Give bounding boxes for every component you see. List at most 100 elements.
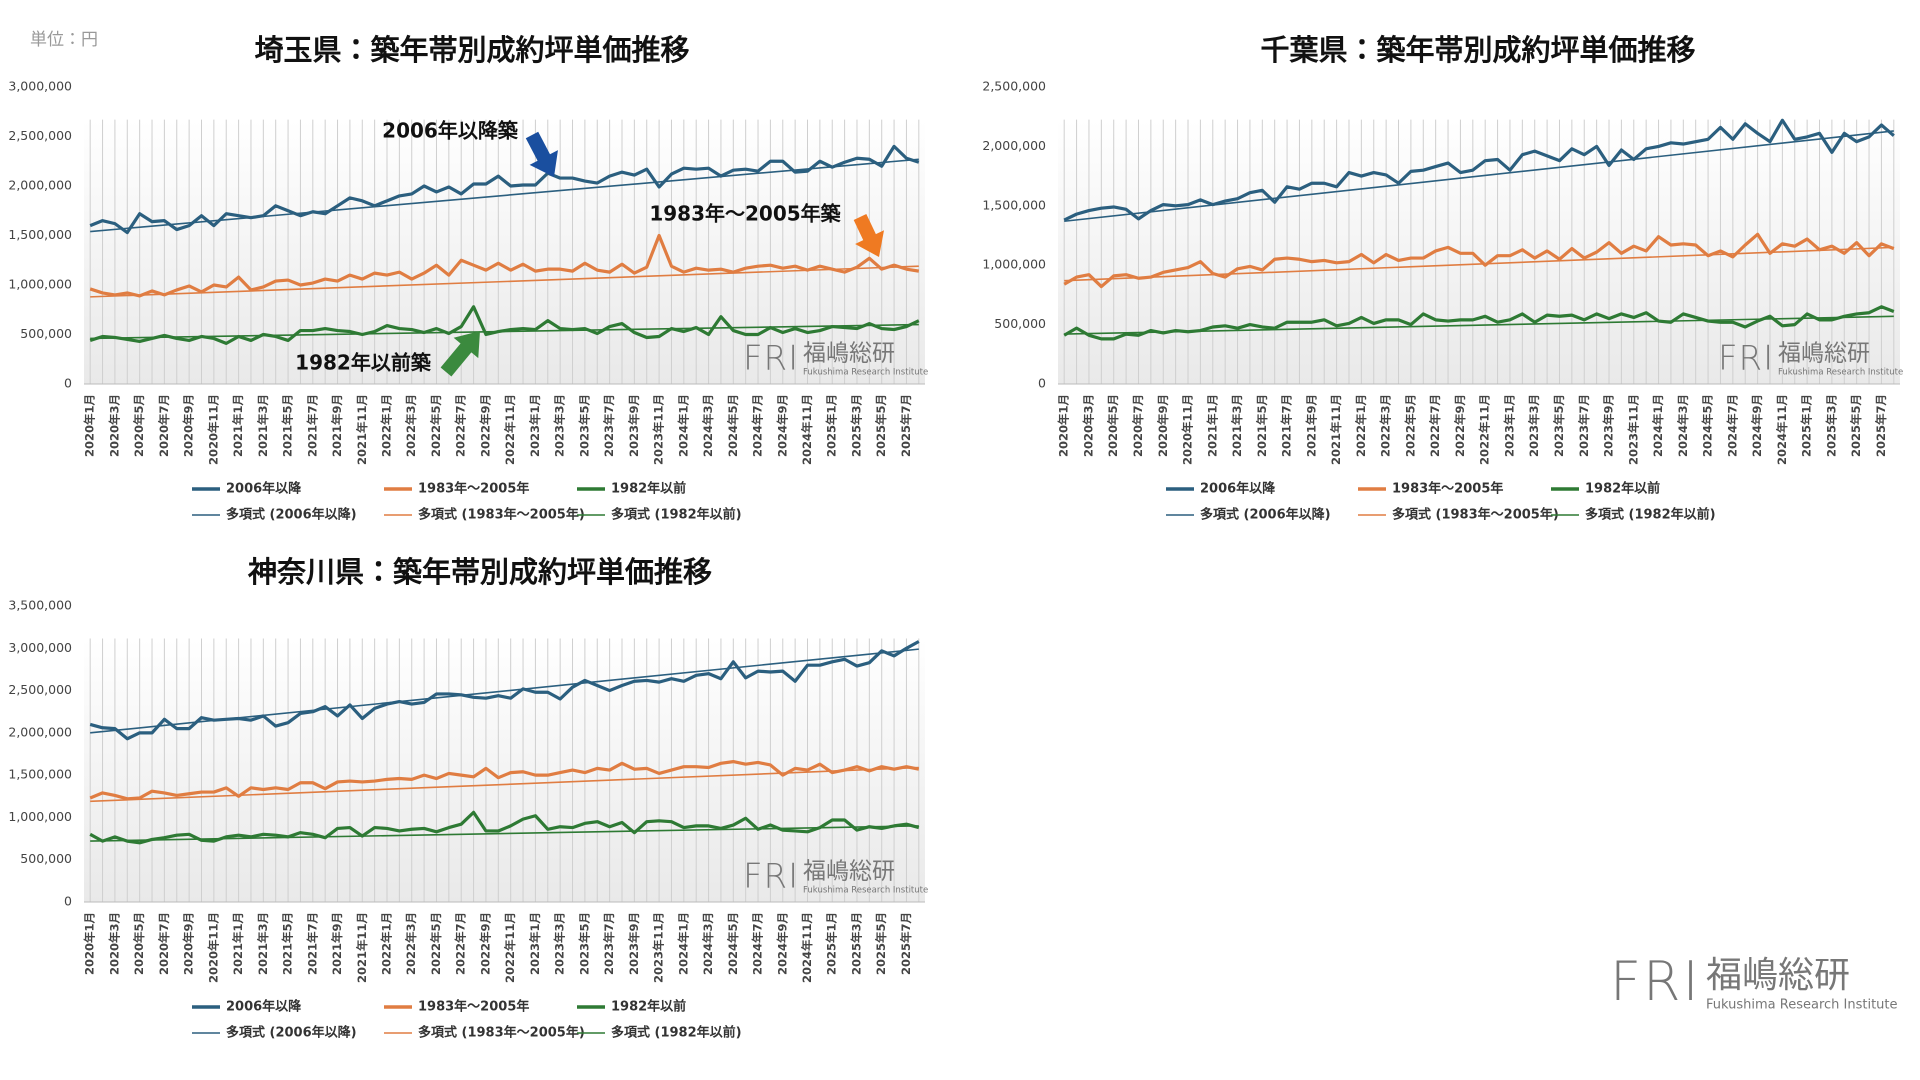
chart: 神奈川県：築年帯別成約坪単価推移 0 500,000 1,000,000 1,500,0…: [8, 555, 928, 1041]
y-tick-label: 2,000,000: [982, 138, 1046, 153]
watermark-sub: Fukushima Research Institute: [1778, 368, 1903, 378]
x-tick-label: 2021年11月: [1329, 394, 1343, 465]
y-tick-label: 2,500,000: [982, 79, 1046, 94]
y-tick-label: 1,000,000: [982, 257, 1046, 272]
y-tick-label: 3,500,000: [8, 598, 72, 613]
x-tick-label: 2025年3月: [849, 912, 863, 975]
x-tick-label: 2025年3月: [1824, 394, 1838, 457]
annotation: 1983年～2005年築: [649, 202, 841, 226]
x-tick-label: 2021年3月: [256, 394, 270, 457]
legend-label: 多項式 (1983年～2005年): [418, 507, 585, 523]
x-tick-label: 2023年1月: [528, 912, 542, 975]
y-tick-label: 500,000: [20, 851, 72, 866]
y-tick-label: 3,000,000: [8, 79, 72, 94]
x-tick-label: 2021年9月: [1304, 394, 1318, 457]
x-tick-label: 2022年3月: [404, 394, 418, 457]
x-tick-label: 2025年3月: [849, 394, 863, 457]
watermark-name: 福嶋総研: [803, 341, 895, 367]
x-tick-label: 2022年5月: [1403, 394, 1417, 457]
watermark-mark: FRI: [743, 339, 799, 379]
x-tick-label: 2022年3月: [404, 912, 418, 975]
x-tick-label: 2023年3月: [553, 394, 567, 457]
x-tick-label: 2021年9月: [330, 912, 344, 975]
x-tick-label: 2023年9月: [627, 394, 641, 457]
x-tick-label: 2022年3月: [1379, 394, 1393, 457]
legend-label: 多項式 (1983年～2005年): [1392, 507, 1559, 523]
legend-label: 2006年以降: [1200, 481, 1276, 497]
x-tick-label: 2020年7月: [157, 912, 171, 975]
chart: 埼玉県：築年帯別成約坪単価推移 0 500,000 1,000,000 1,500,00…: [8, 33, 928, 523]
legend-label: 1982年以前: [1585, 481, 1660, 497]
x-tick-label: 2023年11月: [1626, 394, 1640, 465]
x-tick-label: 2021年11月: [355, 912, 369, 983]
x-tick-label: 2022年1月: [380, 394, 394, 457]
x-tick-label: 2023年7月: [602, 912, 616, 975]
x-tick-label: 2020年1月: [83, 394, 97, 457]
x-tick-label: 2024年5月: [1701, 394, 1715, 457]
x-tick-label: 2023年11月: [652, 912, 666, 983]
x-tick-label: 2024年5月: [726, 912, 740, 975]
x-tick-label: 2020年3月: [1081, 394, 1095, 457]
corner-logo: FRI 福嶋総研 Fukushima Research Institute: [1610, 950, 1898, 1013]
x-tick-label: 2020年11月: [1181, 394, 1195, 465]
legend-label: 1982年以前: [611, 481, 686, 497]
x-tick-label: 2025年1月: [1800, 394, 1814, 457]
x-tick-label: 2020年9月: [182, 912, 196, 975]
y-tick-label: 1,000,000: [8, 809, 72, 824]
series-line: [1063, 118, 1895, 222]
x-tick-label: 2025年5月: [1849, 394, 1863, 457]
legend-label: 多項式 (2006年以降): [1200, 507, 1331, 523]
x-tick-label: 2020年1月: [1057, 394, 1071, 457]
legend-label: 多項式 (1982年以前): [611, 507, 742, 523]
y-tick-label: 1,000,000: [8, 277, 72, 292]
annotation: 1982年以前築: [295, 351, 432, 375]
x-tick-label: 2021年1月: [231, 394, 245, 457]
chart-title: 埼玉県：築年帯別成約坪単価推移: [254, 33, 689, 67]
legend-label: 多項式 (1982年以前): [611, 1025, 742, 1041]
legend-label: 多項式 (2006年以降): [226, 1025, 357, 1041]
x-tick-label: 2024年1月: [676, 912, 690, 975]
x-tick-label: 2024年3月: [701, 912, 715, 975]
x-tick-label: 2024年7月: [751, 912, 765, 975]
x-tick-label: 2023年7月: [1577, 394, 1591, 457]
trend-line: [90, 265, 919, 298]
x-tick-label: 2022年1月: [380, 912, 394, 975]
x-tick-label: 2023年7月: [602, 394, 616, 457]
x-tick-label: 2023年3月: [1527, 394, 1541, 457]
x-tick-label: 2023年3月: [553, 912, 567, 975]
legend-label: 2006年以降: [226, 481, 302, 497]
x-tick-label: 2024年9月: [1750, 394, 1764, 457]
series-line: [1063, 305, 1895, 341]
series-line: [89, 640, 920, 741]
x-tick-label: 2022年9月: [1453, 394, 1467, 457]
annotation: 2006年以降築: [382, 119, 519, 143]
x-tick-label: 2024年5月: [726, 394, 740, 457]
x-tick-label: 2023年11月: [652, 394, 666, 465]
x-tick-label: 2023年9月: [627, 912, 641, 975]
series-line: [89, 810, 920, 845]
legend-label: 1982年以前: [611, 999, 686, 1015]
trend-line: [1064, 130, 1894, 223]
y-tick-label: 2,500,000: [8, 682, 72, 697]
x-tick-label: 2024年9月: [775, 912, 789, 975]
watermark-mark: FRI: [1718, 339, 1774, 379]
x-tick-label: 2025年1月: [825, 394, 839, 457]
logo-name: 福嶋総研: [1706, 955, 1850, 996]
x-tick-label: 2021年11月: [355, 394, 369, 465]
annotation-arrow: [440, 331, 480, 377]
x-tick-label: 2020年5月: [1106, 394, 1120, 457]
legend-label: 多項式 (2006年以降): [226, 507, 357, 523]
x-tick-label: 2024年3月: [701, 394, 715, 457]
x-tick-label: 2020年9月: [1156, 394, 1170, 457]
x-tick-label: 2023年5月: [1552, 394, 1566, 457]
x-tick-label: 2020年1月: [83, 912, 97, 975]
x-tick-label: 2023年5月: [577, 394, 591, 457]
x-tick-label: 2022年7月: [454, 912, 468, 975]
legend-label: 1983年～2005年: [1392, 481, 1503, 497]
y-tick-label: 2,000,000: [8, 178, 72, 193]
x-tick-label: 2025年5月: [874, 394, 888, 457]
watermark-name: 福嶋総研: [803, 859, 895, 885]
x-tick-label: 2024年7月: [751, 394, 765, 457]
logo-mark: FRI: [1610, 950, 1701, 1013]
